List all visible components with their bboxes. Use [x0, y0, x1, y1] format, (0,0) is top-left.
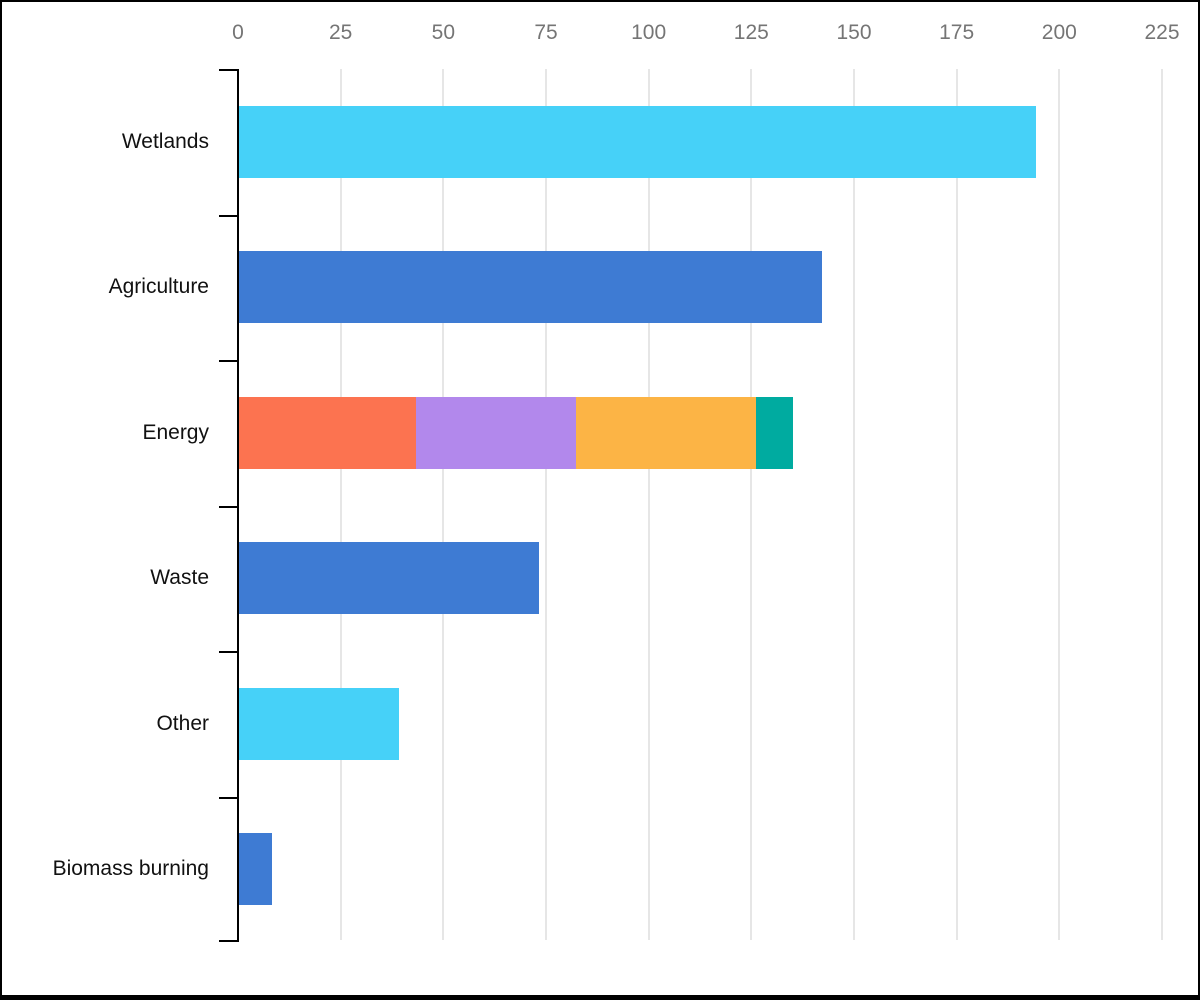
bar-energy-amber-segment	[575, 396, 757, 469]
category-label-agriculture: Agriculture	[108, 275, 209, 299]
gridline-75	[545, 69, 547, 940]
gridline-225	[1161, 69, 1163, 940]
x-tick-label-50: 50	[431, 21, 455, 44]
x-tick-label-125: 125	[733, 21, 769, 44]
category-label-waste: Waste	[150, 566, 209, 590]
y-axis-tick	[219, 214, 237, 217]
y-axis-tick	[219, 940, 237, 942]
y-axis-tick	[219, 360, 237, 362]
category-label-energy: Energy	[142, 420, 209, 444]
gridline-175	[955, 69, 958, 940]
x-tick-label-75: 75	[534, 21, 558, 44]
category-label-other: Other	[156, 711, 209, 735]
gridline-200	[1058, 69, 1061, 940]
y-axis-line	[237, 69, 239, 942]
bar-biomass-burning	[239, 833, 272, 906]
category-label-wetlands: Wetlands	[121, 129, 209, 153]
y-axis-tick	[219, 69, 237, 71]
gridline-25	[339, 69, 342, 940]
gridline-100	[647, 69, 650, 940]
category-label-biomass-burning: Biomass burning	[52, 857, 209, 881]
x-tick-label-150: 150	[836, 21, 872, 44]
bar-energy-purple-segment	[415, 396, 576, 469]
bar-waste	[239, 542, 539, 615]
bar-energy-orange-segment	[239, 396, 416, 469]
bar-energy-teal-segment	[756, 396, 794, 469]
bar-other	[239, 687, 400, 760]
x-tick-label-200: 200	[1041, 21, 1077, 44]
x-axis-top: 0 25 50 75 100 125 150 175 200 225	[2, 2, 1198, 62]
x-tick-label-0: 0	[232, 21, 244, 44]
gridline-125	[750, 69, 753, 940]
gridline-150	[853, 69, 855, 940]
x-tick-label-25: 25	[328, 21, 353, 44]
x-tick-label-100: 100	[631, 21, 667, 44]
bar-agriculture	[239, 251, 823, 324]
y-axis-tick	[219, 651, 237, 653]
x-tick-label-225: 225	[1144, 21, 1180, 44]
bar-wetlands	[239, 105, 1036, 178]
gridline-50	[442, 69, 445, 940]
y-axis-tick	[219, 796, 237, 799]
y-axis-tick	[219, 505, 237, 508]
x-tick-label-175: 175	[939, 21, 975, 44]
